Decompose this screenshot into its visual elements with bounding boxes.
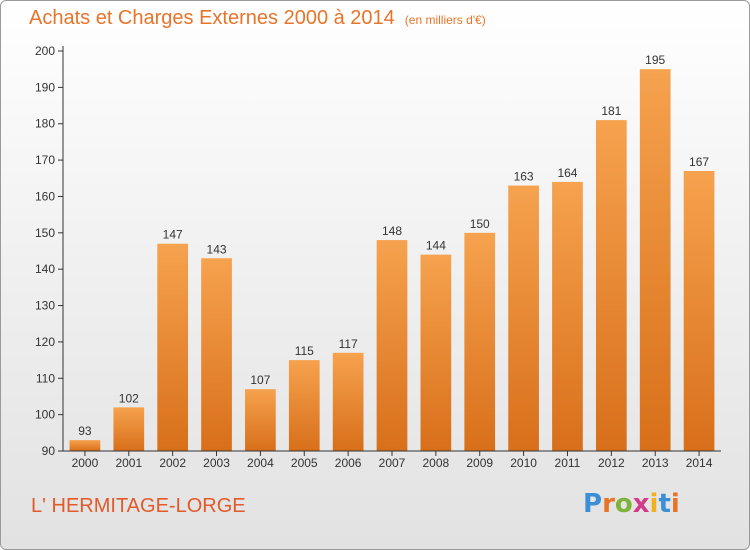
bar [69, 440, 101, 451]
bar [332, 352, 364, 451]
bar [201, 258, 232, 451]
bar-value-label: 117 [339, 337, 358, 351]
chart-title: Achats et Charges Externes 2000 à 2014 (e… [29, 7, 486, 30]
bar [245, 389, 276, 451]
y-axis: 90 100 110 120 130 140 150 160 170 180 190 200 [35, 44, 64, 458]
bar-value-label: 144 [426, 239, 446, 253]
logo-letter: t [658, 489, 671, 519]
logo-letter: r [602, 489, 615, 519]
y-tick-label: 130 [35, 299, 55, 313]
x-tick-label: 2004 [247, 456, 274, 470]
y-tick-label: 100 [35, 408, 55, 422]
x-tick-label: 2009 [466, 456, 493, 470]
y-tick-label: 110 [36, 371, 55, 385]
x-axis: 2000 2001 2002 2003 2004 2005 2006 2007 2008 2009… [63, 450, 721, 470]
x-tick-label: 2002 [159, 456, 186, 470]
bar [552, 181, 583, 451]
y-tick-label: 190 [35, 80, 55, 94]
y-tick-label: 200 [35, 44, 55, 58]
bar-value-label: 163 [514, 170, 534, 184]
x-tick-label: 2005 [291, 456, 318, 470]
bar-value-label: 195 [645, 53, 665, 67]
bar [683, 171, 715, 451]
y-tick-label: 180 [35, 117, 55, 131]
x-tick-label: 2000 [72, 456, 99, 470]
bar [113, 407, 145, 451]
bar-value-label: 147 [163, 228, 183, 242]
x-tick-label: 2011 [555, 456, 581, 470]
bar [157, 243, 189, 451]
bars: 93 102 147 143 107 115 117 148 144 150 163 164 181 19… [69, 53, 715, 451]
x-tick-label: 2010 [510, 456, 537, 470]
logo-letter: P [583, 489, 603, 519]
logo-letter: i [670, 489, 680, 519]
bar-value-label: 181 [601, 104, 621, 118]
bar [288, 360, 320, 451]
logo-letter: o [614, 489, 633, 519]
y-tick-label: 170 [35, 153, 55, 167]
bar-value-label: 115 [295, 344, 314, 358]
x-tick-label: 2001 [115, 456, 142, 470]
bar [508, 185, 539, 451]
bar-value-label: 93 [78, 424, 92, 438]
bar [595, 120, 627, 451]
logo-letter: i [649, 489, 659, 519]
x-tick-label: 2014 [686, 456, 713, 470]
x-tick-label: 2006 [335, 456, 362, 470]
commune-name: L' HERMITAGE-LORGE [31, 495, 246, 517]
chart-subtitle: (en milliers d'€) [404, 13, 486, 27]
bar-value-label: 167 [689, 155, 709, 169]
x-tick-label: 2007 [379, 456, 406, 470]
chart-title-text: Achats et Charges Externes 2000 à 2014 [29, 7, 395, 29]
x-tick-label: 2003 [203, 456, 230, 470]
bar [639, 69, 671, 451]
bar [376, 240, 408, 451]
y-tick-label: 120 [35, 335, 55, 349]
bar [464, 232, 496, 451]
bar-value-label: 102 [119, 391, 139, 405]
logo-letter: x [632, 489, 650, 519]
bar-value-label: 164 [557, 166, 577, 180]
x-tick-label: 2008 [423, 456, 450, 470]
bar-value-label: 143 [207, 242, 227, 256]
y-tick-label: 90 [42, 444, 56, 458]
y-tick-label: 160 [35, 189, 55, 203]
bar [420, 254, 452, 451]
bar-value-label: 148 [382, 224, 402, 238]
x-tick-label: 2013 [642, 456, 669, 470]
x-tick-label: 2012 [598, 456, 625, 470]
y-tick-label: 150 [35, 226, 55, 240]
proxiti-logo: Proxiti [583, 489, 680, 519]
bar-value-label: 107 [250, 373, 270, 387]
y-tick-label: 140 [35, 262, 55, 276]
bar-value-label: 150 [470, 217, 490, 231]
